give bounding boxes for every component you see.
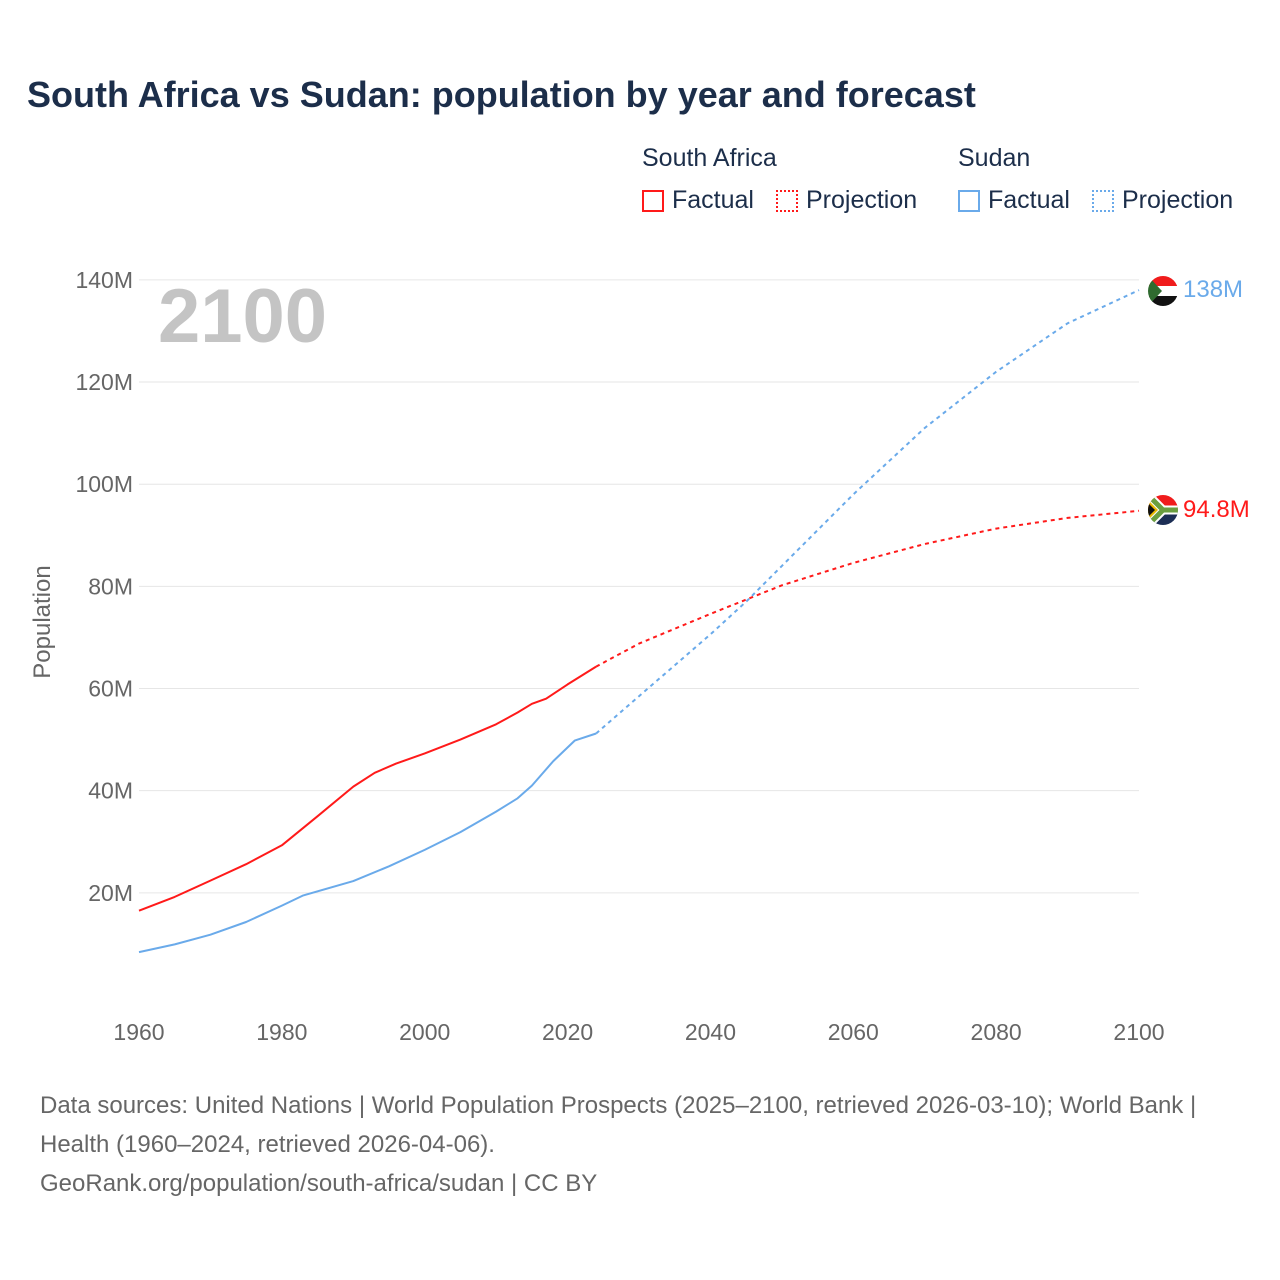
y-tick-label: 60M bbox=[88, 676, 133, 702]
south-africa-flag-icon bbox=[1148, 495, 1178, 525]
end-label-south-africa: 94.8M bbox=[1183, 496, 1250, 523]
y-tick-label: 140M bbox=[75, 267, 133, 293]
source-note: Data sources: United Nations | World Pop… bbox=[40, 1086, 1240, 1203]
sudan-flag-icon bbox=[1148, 276, 1178, 306]
source-line: Data sources: United Nations | World Pop… bbox=[40, 1092, 1197, 1158]
legend-label: Projection bbox=[806, 186, 918, 214]
x-tick-label: 2000 bbox=[399, 1019, 450, 1045]
plot-area: 20M 40M 60M 80M 100M 120M 140M 1960 1980 2000 2020… bbox=[29, 267, 1250, 1045]
legend-label: Factual bbox=[988, 186, 1070, 214]
legend-swatch bbox=[1092, 189, 1114, 212]
x-tick-label: 2080 bbox=[971, 1019, 1022, 1045]
series-line-south-africa-projection bbox=[595, 509, 1140, 668]
chart-title: South Africa vs Sudan: population by yea… bbox=[27, 74, 976, 115]
legend-sudan-factual[interactable]: Factual bbox=[958, 186, 1070, 215]
legend-swatch bbox=[958, 189, 980, 212]
y-tick-label: 100M bbox=[75, 471, 133, 497]
end-label-sudan: 138M bbox=[1183, 276, 1243, 303]
x-tick-label: 2100 bbox=[1113, 1019, 1164, 1045]
x-tick-label: 1980 bbox=[256, 1019, 307, 1045]
source-link[interactable]: GeoRank.org/population/south-africa/suda… bbox=[40, 1170, 598, 1197]
legend-label: Projection bbox=[1122, 186, 1234, 214]
x-tick-label: 1960 bbox=[113, 1019, 164, 1045]
legend-sa-factual[interactable]: Factual bbox=[642, 186, 754, 215]
legend-swatch bbox=[642, 189, 664, 212]
legend-swatch bbox=[776, 189, 798, 212]
y-axis-label: Population bbox=[29, 565, 56, 678]
series-line-sudan-projection bbox=[595, 289, 1140, 735]
series-line-south-africa-factual bbox=[138, 665, 597, 912]
x-tick-label: 2040 bbox=[685, 1019, 736, 1045]
y-tick-label: 80M bbox=[88, 573, 133, 599]
legend-group-south-africa: South Africa bbox=[642, 144, 777, 172]
legend-label: Factual bbox=[672, 186, 754, 214]
legend-sa-projection[interactable]: Projection bbox=[776, 186, 917, 215]
y-tick-label: 40M bbox=[88, 778, 133, 804]
year-watermark: 2100 bbox=[158, 274, 327, 359]
x-tick-label: 2060 bbox=[828, 1019, 879, 1045]
x-tick-label: 2020 bbox=[542, 1019, 593, 1045]
legend-group-sudan: Sudan bbox=[958, 144, 1031, 172]
y-tick-label: 20M bbox=[88, 880, 133, 906]
series-line-sudan-factual bbox=[138, 732, 597, 954]
y-tick-label: 120M bbox=[75, 369, 133, 395]
legend-sudan-projection[interactable]: Projection bbox=[1092, 186, 1233, 215]
